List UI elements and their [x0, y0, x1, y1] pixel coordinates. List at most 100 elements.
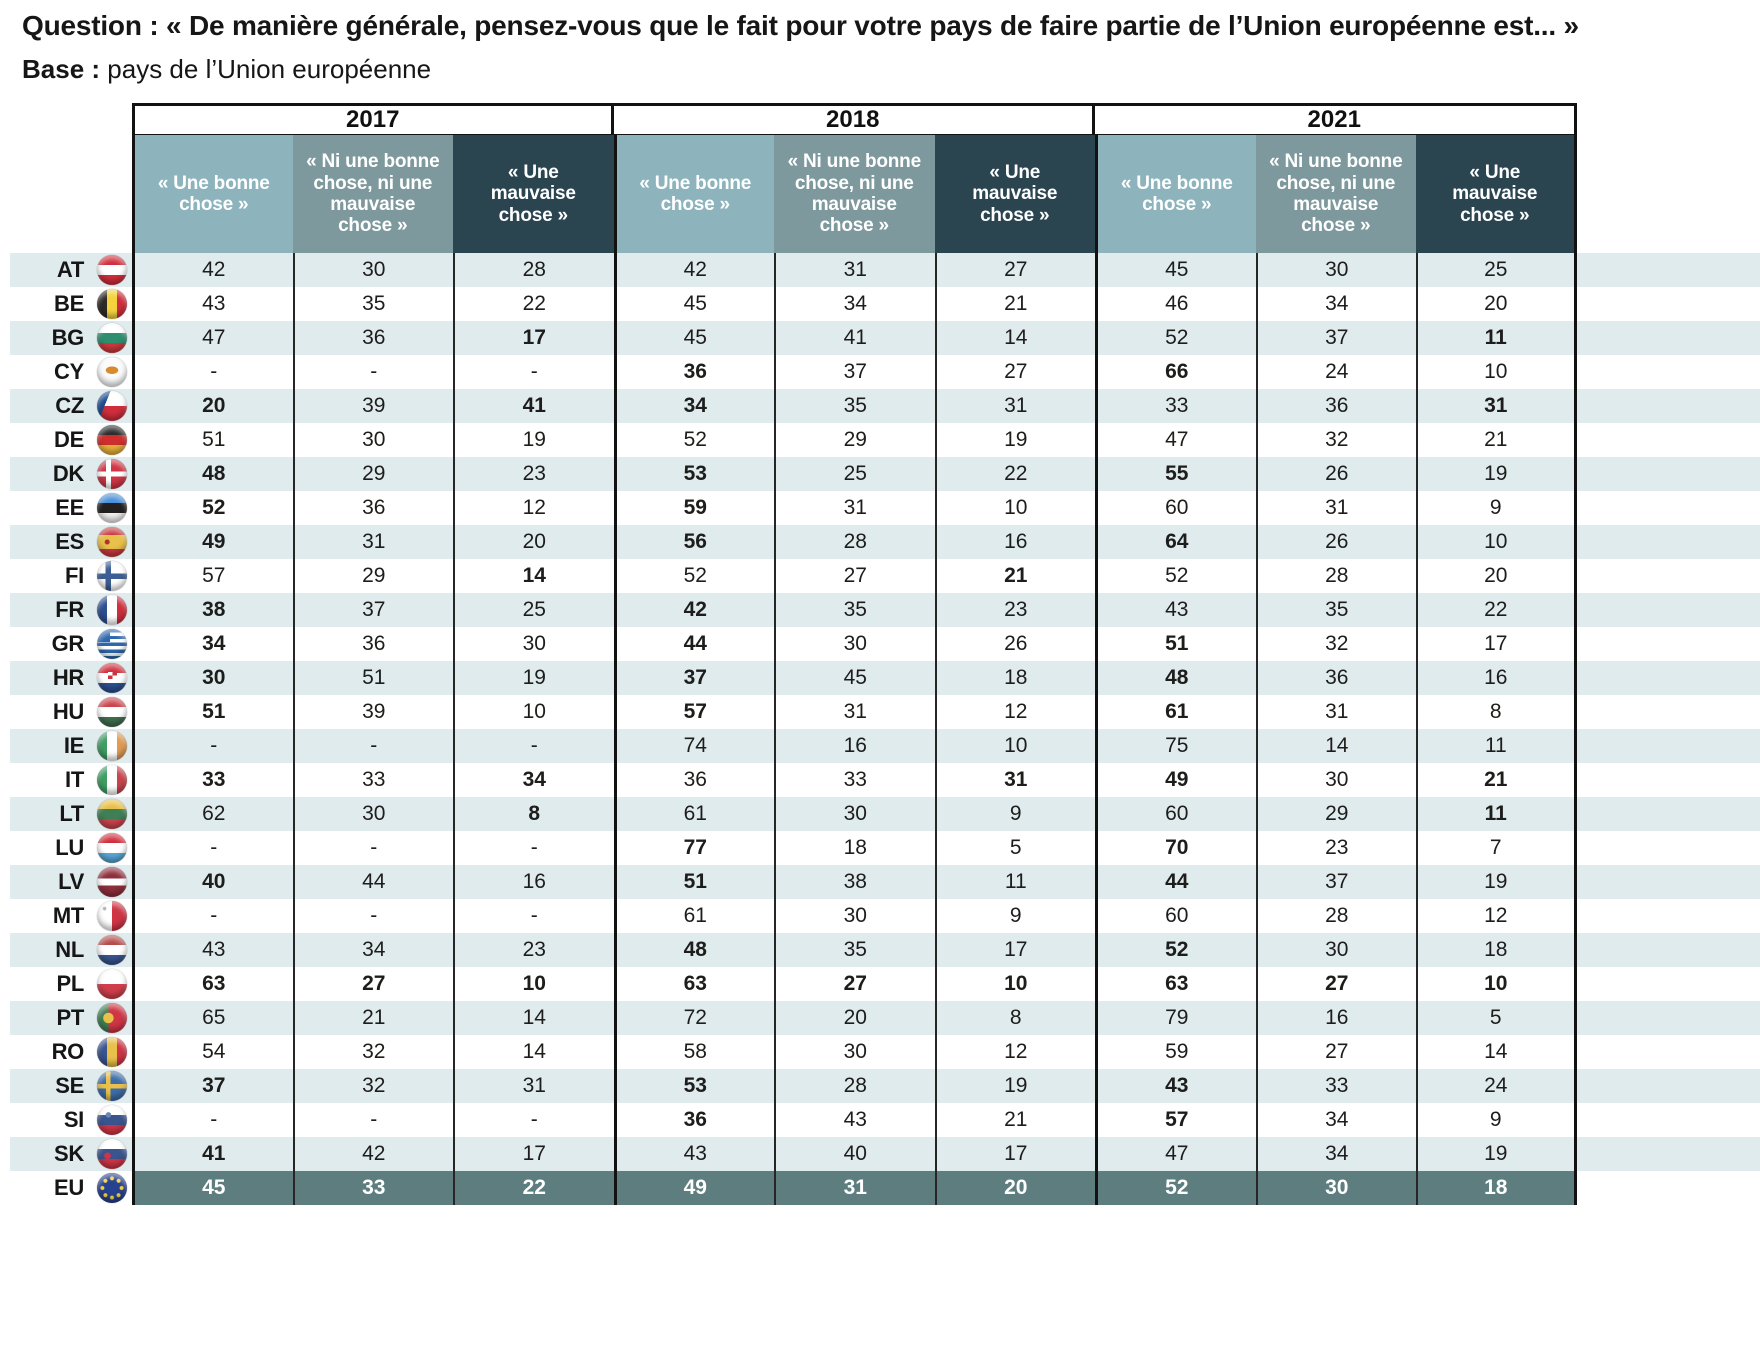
table-row-IE: IE - - -74 16 10 75 14 11	[10, 729, 1760, 763]
flag-icon-nl	[97, 935, 127, 965]
country-code: DK	[52, 461, 84, 486]
table-row-LT: LT 62 30 8 61 30 9 60 29 11	[10, 797, 1760, 831]
flag-icon-be	[97, 289, 127, 319]
country-cell-DE: DE	[10, 423, 132, 457]
value-FI-2017-bad: 14	[453, 559, 614, 593]
value-AT-2018-neutral: 31	[774, 253, 935, 287]
value-EU-2017-bad: 22	[453, 1171, 614, 1205]
flag-icon-hr	[97, 663, 127, 693]
value-PT-2018-bad: 8	[934, 1001, 1096, 1035]
country-cell-AT: AT	[10, 253, 132, 287]
value-SI-2021-neutral: 34	[1255, 1103, 1417, 1137]
question-line: Question : « De manière générale, pensez…	[22, 10, 1760, 42]
table-body: AT 42 30 28 42 31 27 45 30 25 BE 43 35 22 45 34 21 46 34 20…	[10, 253, 1760, 1205]
value-MT-2017-neutral: -	[292, 899, 454, 933]
value-EE-2017-good: 52	[132, 491, 293, 525]
table-row-CY: CY - - -36 37 27 66 24 10	[10, 355, 1760, 389]
value-EE-2021-bad: 9	[1416, 491, 1577, 525]
country-cell-IE: IE	[10, 729, 132, 763]
value-HR-2018-bad: 18	[934, 661, 1096, 695]
table-row-IT: IT 33 33 34 36 33 31 49 30 21	[10, 763, 1760, 797]
table-row-PL: PL 63 27 10 63 27 10 63 27 10	[10, 967, 1760, 1001]
country-code: IE	[63, 733, 84, 758]
value-PL-2021-bad: 10	[1416, 967, 1577, 1001]
value-CZ-2017-neutral: 39	[292, 389, 454, 423]
value-CZ-2021-good: 33	[1095, 389, 1256, 423]
value-LU-2018-bad: 5	[934, 831, 1096, 865]
value-IE-2021-bad: 11	[1416, 729, 1577, 763]
value-LT-2017-bad: 8	[453, 797, 614, 831]
country-code: LT	[59, 801, 84, 826]
value-BE-2021-good: 46	[1095, 287, 1256, 321]
value-PL-2017-good: 63	[132, 967, 293, 1001]
country-code: MT	[52, 903, 84, 928]
country-code: HU	[52, 699, 84, 724]
value-MT-2018-bad: 9	[934, 899, 1096, 933]
country-cell-ES: ES	[10, 525, 132, 559]
value-CY-2017-bad: -	[453, 355, 614, 389]
value-SK-2017-neutral: 42	[292, 1137, 454, 1171]
table-row-LV: LV 40 44 16 51 38 11 44 37 19	[10, 865, 1760, 899]
value-SE-2021-good: 43	[1095, 1069, 1256, 1103]
question-label: Question :	[22, 10, 159, 41]
value-HU-2017-good: 51	[132, 695, 293, 729]
value-AT-2017-bad: 28	[453, 253, 614, 287]
country-cell-LT: LT	[10, 797, 132, 831]
value-FI-2018-neutral: 27	[774, 559, 935, 593]
value-PT-2017-good: 65	[132, 1001, 293, 1035]
value-EU-2021-good: 52	[1095, 1171, 1256, 1205]
value-HR-2021-bad: 16	[1416, 661, 1577, 695]
value-EE-2021-neutral: 31	[1255, 491, 1417, 525]
country-code: AT	[56, 257, 84, 282]
value-HR-2021-neutral: 36	[1255, 661, 1417, 695]
country-code: BE	[54, 291, 84, 316]
value-AT-2021-neutral: 30	[1255, 253, 1417, 287]
value-EU-2017-neutral: 33	[292, 1171, 453, 1205]
value-GR-2021-bad: 17	[1416, 627, 1577, 661]
value-BE-2021-bad: 20	[1416, 287, 1577, 321]
value-EE-2018-bad: 10	[934, 491, 1096, 525]
country-code: FR	[55, 597, 84, 622]
survey-table: 2017 2018 2021 « Une bonne chose » « Ni …	[10, 103, 1760, 1205]
value-IE-2018-good: 74	[613, 729, 775, 763]
value-LV-2021-bad: 19	[1416, 865, 1577, 899]
value-LV-2018-neutral: 38	[774, 865, 935, 899]
table-row-DE: DE 51 30 19 52 29 19 47 32 21	[10, 423, 1760, 457]
value-SK-2018-bad: 17	[934, 1137, 1096, 1171]
value-LT-2017-neutral: 30	[292, 797, 454, 831]
value-IE-2017-bad: -	[453, 729, 614, 763]
value-LU-2017-neutral: -	[292, 831, 454, 865]
flag-icon-it	[97, 765, 127, 795]
country-code: NL	[55, 937, 84, 962]
base-line: Base : pays de l’Union européenne	[22, 54, 1760, 85]
table-row-FI: FI 57 29 14 52 27 21 52 28 20	[10, 559, 1760, 593]
value-BG-2017-good: 47	[132, 321, 293, 355]
value-DE-2018-bad: 19	[934, 423, 1096, 457]
value-NL-2021-neutral: 30	[1255, 933, 1417, 967]
value-DE-2021-good: 47	[1095, 423, 1256, 457]
col-header-2018-neutral: « Ni une bonne chose, ni une mauvaise ch…	[774, 135, 935, 253]
flag-icon-ie	[97, 731, 127, 761]
table-row-AT: AT 42 30 28 42 31 27 45 30 25	[10, 253, 1760, 287]
value-PL-2017-bad: 10	[453, 967, 614, 1001]
flag-icon-de	[97, 425, 127, 455]
value-NL-2018-bad: 17	[934, 933, 1096, 967]
value-RO-2018-good: 58	[613, 1035, 775, 1069]
value-RO-2018-neutral: 30	[774, 1035, 935, 1069]
country-cell-PL: PL	[10, 967, 132, 1001]
value-CZ-2017-good: 20	[132, 389, 293, 423]
value-PT-2021-good: 79	[1095, 1001, 1256, 1035]
value-DK-2021-good: 55	[1095, 457, 1256, 491]
flag-icon-lv	[97, 867, 127, 897]
country-cell-BG: BG	[10, 321, 132, 355]
country-cell-SK: SK	[10, 1137, 132, 1171]
value-IT-2017-bad: 34	[453, 763, 614, 797]
value-BG-2017-bad: 17	[453, 321, 614, 355]
value-FI-2021-good: 52	[1095, 559, 1256, 593]
value-LU-2021-neutral: 23	[1255, 831, 1417, 865]
value-SE-2021-neutral: 33	[1255, 1069, 1417, 1103]
value-HU-2018-bad: 12	[934, 695, 1096, 729]
value-SE-2017-good: 37	[132, 1069, 293, 1103]
flag-icon-si	[97, 1105, 127, 1135]
value-DK-2018-bad: 22	[934, 457, 1096, 491]
